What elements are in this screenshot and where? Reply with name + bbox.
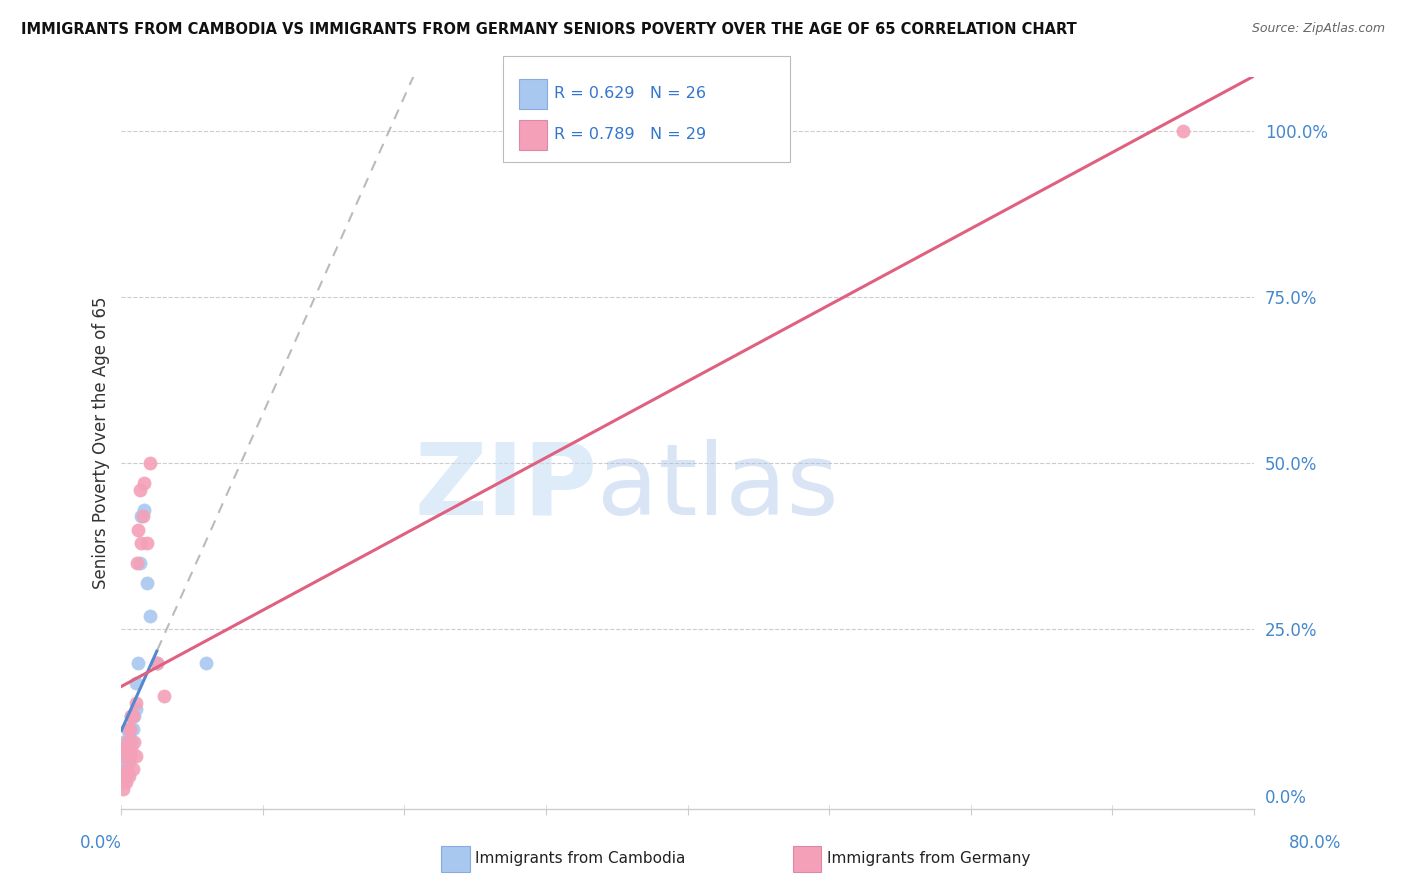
Text: Immigrants from Germany: Immigrants from Germany: [827, 851, 1031, 865]
Point: [127, 656, 149, 670]
Point: [129, 536, 152, 550]
Point: [112, 748, 135, 763]
Point: [127, 523, 149, 537]
Point: [114, 775, 136, 789]
Point: [115, 735, 138, 749]
Point: [114, 769, 136, 783]
Point: [125, 556, 148, 570]
Point: [135, 536, 157, 550]
Point: [122, 709, 145, 723]
Point: [120, 709, 142, 723]
Text: Source: ZipAtlas.com: Source: ZipAtlas.com: [1251, 22, 1385, 36]
Point: [132, 502, 155, 516]
Point: [131, 509, 153, 524]
Point: [124, 702, 146, 716]
Point: [118, 722, 141, 736]
Point: [114, 742, 136, 756]
Point: [132, 476, 155, 491]
Text: Immigrants from Cambodia: Immigrants from Cambodia: [475, 851, 686, 865]
Point: [112, 756, 135, 770]
Text: 0.0%: 0.0%: [80, 834, 122, 852]
Text: R = 0.789   N = 29: R = 0.789 N = 29: [554, 128, 706, 143]
Point: [128, 556, 150, 570]
Point: [139, 609, 162, 624]
Point: [120, 742, 142, 756]
Point: [115, 722, 138, 736]
Text: ZIP: ZIP: [415, 439, 598, 535]
Point: [122, 735, 145, 749]
Text: atlas: atlas: [598, 439, 838, 535]
Point: [115, 762, 138, 776]
Point: [118, 748, 141, 763]
Point: [111, 775, 134, 789]
Point: [117, 769, 139, 783]
Point: [115, 742, 138, 756]
Y-axis label: Seniors Poverty Over the Age of 65: Seniors Poverty Over the Age of 65: [93, 297, 110, 590]
Point: [117, 729, 139, 743]
Text: IMMIGRANTS FROM CAMBODIA VS IMMIGRANTS FROM GERMANY SENIORS POVERTY OVER THE AGE: IMMIGRANTS FROM CAMBODIA VS IMMIGRANTS F…: [21, 22, 1077, 37]
Point: [153, 689, 176, 703]
Point: [114, 748, 136, 763]
Point: [111, 782, 134, 797]
Point: [121, 709, 143, 723]
Point: [135, 575, 157, 590]
Point: [112, 735, 135, 749]
Point: [146, 656, 169, 670]
Point: [112, 769, 135, 783]
Point: [120, 709, 142, 723]
Point: [146, 656, 169, 670]
Text: 80.0%: 80.0%: [1288, 834, 1341, 852]
Point: [128, 483, 150, 497]
Point: [124, 748, 146, 763]
Point: [115, 762, 138, 776]
Point: [139, 456, 162, 470]
Point: [117, 722, 139, 736]
Point: [118, 722, 141, 736]
Point: [129, 509, 152, 524]
Text: R = 0.629   N = 26: R = 0.629 N = 26: [554, 87, 706, 102]
Point: [121, 762, 143, 776]
Point: [1171, 123, 1194, 137]
Point: [124, 675, 146, 690]
Point: [124, 696, 146, 710]
Point: [121, 722, 143, 736]
Point: [120, 735, 142, 749]
Point: [195, 656, 218, 670]
Point: [118, 748, 141, 763]
Point: [117, 756, 139, 770]
